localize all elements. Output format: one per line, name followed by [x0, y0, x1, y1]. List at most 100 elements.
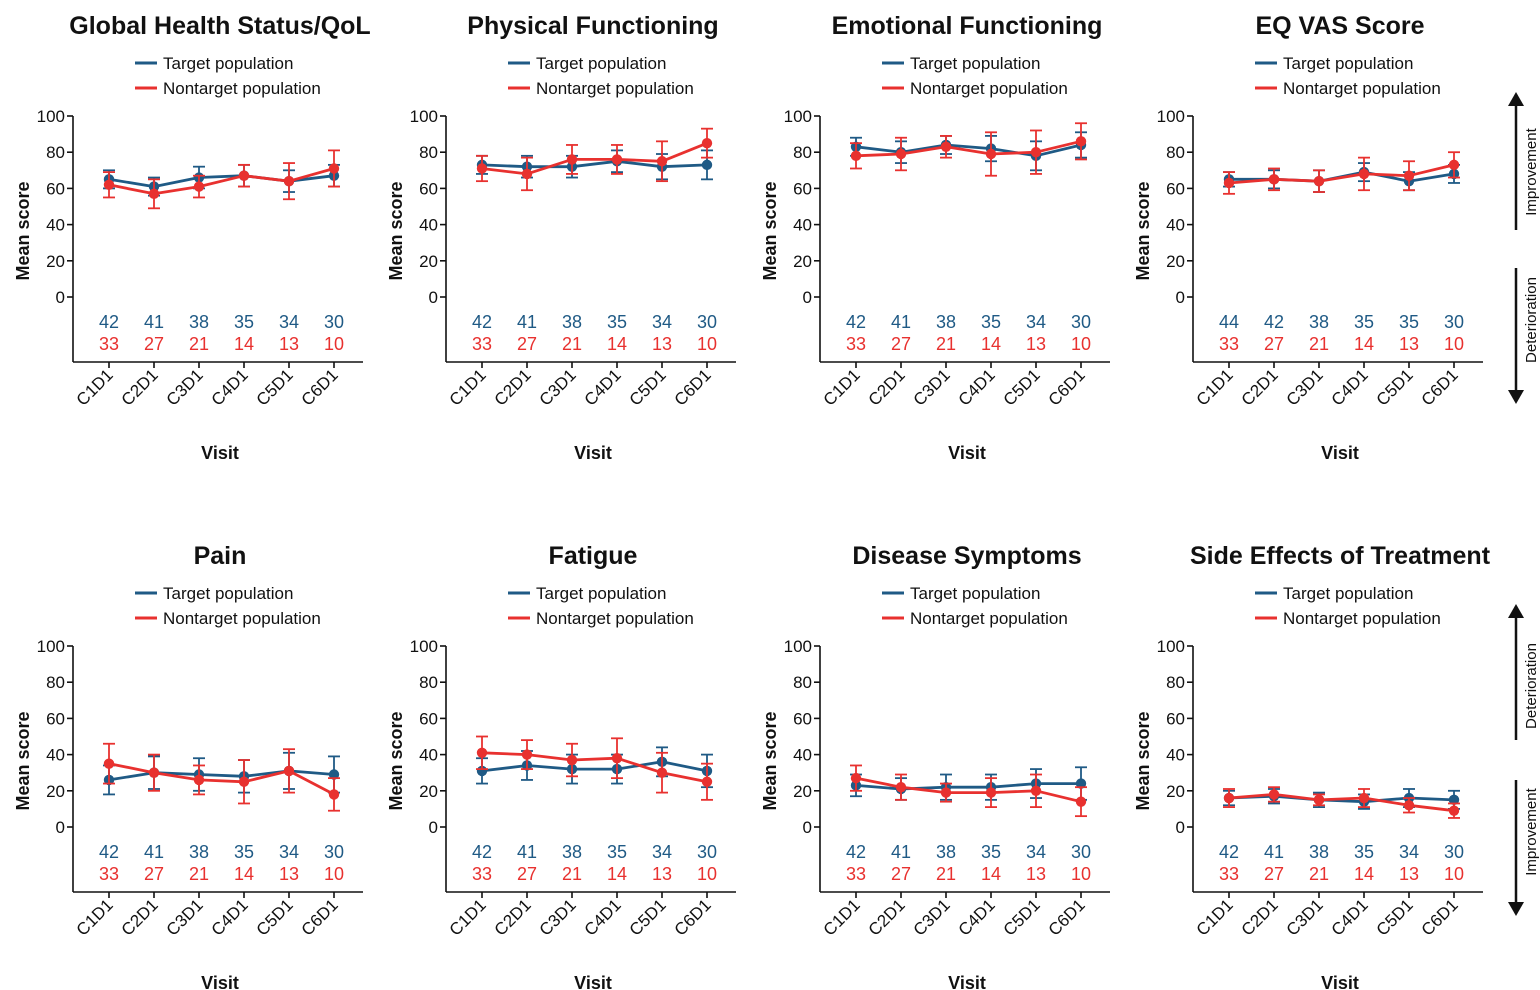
- x-tick-label: C5D1: [253, 895, 297, 939]
- patient-count-nontarget: 21: [189, 864, 209, 884]
- patient-count-target: 35: [1354, 842, 1374, 862]
- arrow-head-down-icon: [1508, 902, 1524, 916]
- series-nontarget: [850, 122, 1087, 177]
- y-tick-label: 40: [46, 216, 65, 235]
- y-tick-label: 60: [1166, 179, 1185, 198]
- legend-label-nontarget: Nontarget population: [910, 79, 1068, 98]
- patient-count-target: 35: [234, 312, 254, 332]
- data-point-nontarget[interactable]: [1403, 170, 1415, 181]
- x-axis-title: Visit: [948, 973, 986, 990]
- data-point-target[interactable]: [701, 159, 713, 171]
- patient-count-target: 38: [189, 312, 209, 332]
- y-tick-label: 100: [37, 637, 65, 656]
- x-tick-label: C2D1: [1238, 895, 1282, 939]
- patient-count-nontarget: 13: [1399, 864, 1419, 884]
- data-point-nontarget[interactable]: [148, 767, 160, 778]
- data-point-nontarget[interactable]: [1075, 796, 1087, 807]
- patient-count-nontarget: 14: [234, 864, 254, 884]
- data-point-nontarget[interactable]: [1358, 168, 1370, 180]
- panel-2: Physical Functioning Target population Non…: [386, 12, 736, 463]
- data-point-nontarget[interactable]: [1448, 805, 1460, 816]
- patient-count-target: 38: [1309, 312, 1329, 332]
- patient-count-target: 35: [981, 842, 1001, 862]
- data-point-nontarget[interactable]: [148, 188, 160, 200]
- data-point-nontarget[interactable]: [656, 767, 668, 778]
- data-point-nontarget[interactable]: [985, 148, 997, 160]
- data-point-nontarget[interactable]: [103, 758, 115, 769]
- data-point-nontarget[interactable]: [521, 168, 533, 180]
- data-point-nontarget[interactable]: [850, 772, 862, 784]
- y-tick-label: 20: [1166, 782, 1185, 801]
- y-tick-label: 80: [46, 143, 65, 162]
- data-point-nontarget[interactable]: [521, 749, 533, 760]
- data-point-nontarget[interactable]: [1268, 789, 1280, 800]
- data-point-nontarget[interactable]: [566, 754, 578, 766]
- data-point-nontarget[interactable]: [895, 781, 907, 793]
- x-tick-label: C5D1: [1000, 895, 1044, 939]
- data-point-nontarget[interactable]: [701, 137, 713, 149]
- x-tick-label: C3D1: [910, 895, 954, 939]
- x-axis-title: Visit: [201, 443, 239, 463]
- data-point-nontarget[interactable]: [193, 774, 205, 786]
- x-tick-label: C5D1: [626, 365, 670, 409]
- patient-count-nontarget: 13: [652, 334, 672, 354]
- arrow-head-down-icon: [1508, 390, 1524, 404]
- y-tick-label: 100: [784, 107, 812, 126]
- data-point-nontarget[interactable]: [238, 776, 250, 787]
- data-point-nontarget[interactable]: [1268, 174, 1280, 185]
- data-point-nontarget[interactable]: [656, 156, 668, 167]
- data-point-nontarget[interactable]: [985, 787, 997, 798]
- data-point-nontarget[interactable]: [701, 776, 713, 787]
- patient-count-nontarget: 13: [1399, 334, 1419, 354]
- data-point-nontarget[interactable]: [1223, 177, 1235, 189]
- data-point-nontarget[interactable]: [1223, 792, 1235, 804]
- data-point-nontarget[interactable]: [1313, 175, 1325, 187]
- y-tick-label: 20: [46, 782, 65, 801]
- data-point-nontarget[interactable]: [238, 170, 250, 181]
- data-point-nontarget[interactable]: [850, 150, 862, 162]
- series-line-target: [108, 769, 335, 782]
- data-point-nontarget[interactable]: [566, 154, 578, 165]
- data-point-nontarget[interactable]: [283, 765, 295, 777]
- data-point-nontarget[interactable]: [1358, 792, 1370, 804]
- data-point-nontarget[interactable]: [283, 175, 295, 187]
- y-tick-label: 0: [803, 288, 812, 307]
- patient-count-nontarget: 10: [324, 334, 344, 354]
- data-point-nontarget[interactable]: [1030, 785, 1042, 796]
- patient-count-nontarget: 27: [144, 864, 164, 884]
- data-point-target[interactable]: [1448, 794, 1460, 806]
- series-nontarget: [850, 764, 1087, 818]
- data-point-nontarget[interactable]: [940, 787, 952, 798]
- patient-count-target: 42: [99, 312, 119, 332]
- data-point-nontarget[interactable]: [1075, 136, 1087, 147]
- data-point-nontarget[interactable]: [476, 747, 488, 758]
- data-point-nontarget[interactable]: [328, 789, 340, 800]
- data-point-nontarget[interactable]: [1448, 159, 1460, 171]
- y-tick-label: 80: [1166, 673, 1185, 692]
- patient-count-target: 38: [562, 312, 582, 332]
- data-point-nontarget[interactable]: [940, 141, 952, 152]
- x-tick-label: C6D1: [1418, 895, 1462, 939]
- legend: Target population Nontarget population: [135, 54, 321, 98]
- x-tick-label: C4D1: [208, 365, 252, 409]
- series-nontarget: [103, 742, 340, 812]
- data-point-nontarget[interactable]: [103, 179, 115, 190]
- data-point-nontarget[interactable]: [1030, 147, 1042, 158]
- patient-count-target: 38: [936, 312, 956, 332]
- patient-count-target: 41: [517, 842, 537, 862]
- data-point-nontarget[interactable]: [328, 163, 340, 174]
- patient-count-nontarget: 10: [697, 864, 717, 884]
- data-point-nontarget[interactable]: [193, 181, 205, 192]
- data-point-nontarget[interactable]: [1403, 800, 1415, 811]
- data-point-nontarget[interactable]: [895, 148, 907, 160]
- patient-count-target: 41: [517, 312, 537, 332]
- data-point-nontarget[interactable]: [1313, 794, 1325, 806]
- patient-count-target: 38: [189, 842, 209, 862]
- data-point-target[interactable]: [1075, 778, 1087, 789]
- data-point-nontarget[interactable]: [611, 753, 623, 764]
- data-point-target[interactable]: [328, 769, 340, 780]
- data-point-nontarget[interactable]: [476, 163, 488, 174]
- patient-count-nontarget: 27: [891, 864, 911, 884]
- series-line-target: [855, 782, 1081, 791]
- data-point-nontarget[interactable]: [611, 154, 623, 165]
